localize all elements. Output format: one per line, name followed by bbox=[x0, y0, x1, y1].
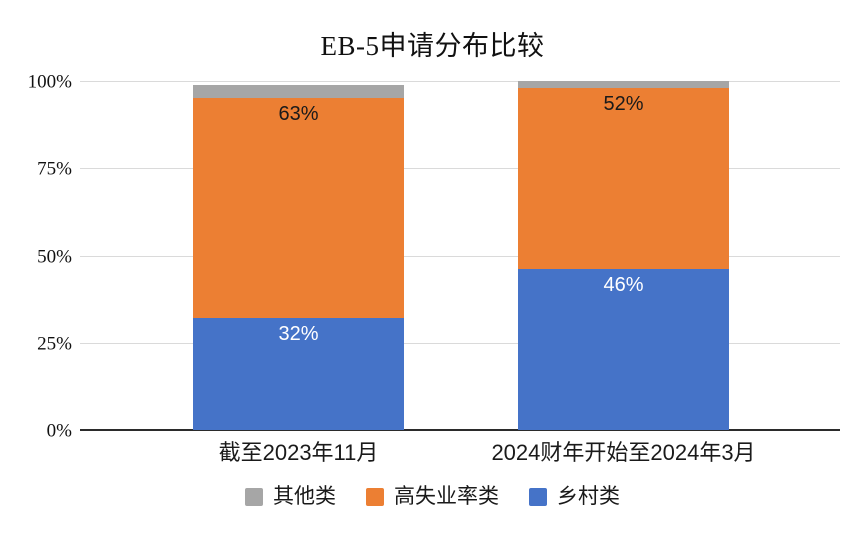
bar-segment-其他类 bbox=[193, 84, 404, 99]
segment-value-label: 32% bbox=[278, 323, 319, 346]
x-tick-label-1: 截至2023年11月 bbox=[218, 440, 379, 465]
y-tick-label-100%: 100% bbox=[27, 71, 72, 93]
legend-item-其他类: 其他类 bbox=[245, 486, 336, 507]
x-tick-label-2: 2024财年开始至2024年3月 bbox=[491, 440, 756, 465]
bar-segment-其他类 bbox=[518, 81, 729, 88]
legend-item-乡村类: 乡村类 bbox=[529, 486, 620, 507]
gridline-75% bbox=[80, 168, 840, 170]
legend-item-高失业率类: 高失业率类 bbox=[366, 486, 499, 507]
legend-swatch-icon bbox=[529, 487, 547, 506]
y-tick-label-50%: 50% bbox=[37, 246, 72, 267]
x-axis-line bbox=[80, 429, 840, 431]
segment-value-label: 63% bbox=[278, 103, 319, 126]
legend-swatch-icon bbox=[245, 487, 263, 506]
y-axis-labels: 0% 25% 50% 75% 100% bbox=[0, 73, 72, 441]
gridline-100% bbox=[80, 81, 840, 82]
legend-swatch-icon bbox=[366, 487, 384, 506]
bar-segment-乡村类: 32% bbox=[193, 318, 404, 430]
legend: 其他类 高失业率类 乡村类 bbox=[0, 486, 865, 507]
segment-value-label: 46% bbox=[603, 274, 644, 297]
y-tick-label-0%: 0% bbox=[46, 420, 72, 442]
bar-segment-乡村类: 46% bbox=[518, 269, 729, 430]
bar-segment-高失业率类: 63% bbox=[193, 98, 404, 319]
bar-segment-高失业率类: 52% bbox=[518, 88, 729, 270]
legend-label: 高失业率类 bbox=[394, 485, 499, 508]
chart-title: EB-5申请分布比较 bbox=[320, 31, 545, 61]
segment-value-label: 52% bbox=[603, 93, 644, 115]
stacked-bar-1: 32% 63% bbox=[193, 81, 404, 430]
y-tick-label-75%: 75% bbox=[37, 158, 72, 180]
stacked-bar-2: 46% 52% bbox=[518, 81, 729, 430]
plot-area: 32% 63% 46% 52% bbox=[80, 81, 840, 431]
y-tick-label-25%: 25% bbox=[37, 333, 72, 355]
gridline-25% bbox=[80, 342, 840, 344]
legend-label: 其他类 bbox=[273, 485, 336, 508]
legend-label: 乡村类 bbox=[557, 485, 620, 508]
x-axis-labels: 截至2023年11月 2024财年开始至2024年3月 bbox=[80, 440, 840, 470]
gridline-50% bbox=[80, 255, 840, 257]
